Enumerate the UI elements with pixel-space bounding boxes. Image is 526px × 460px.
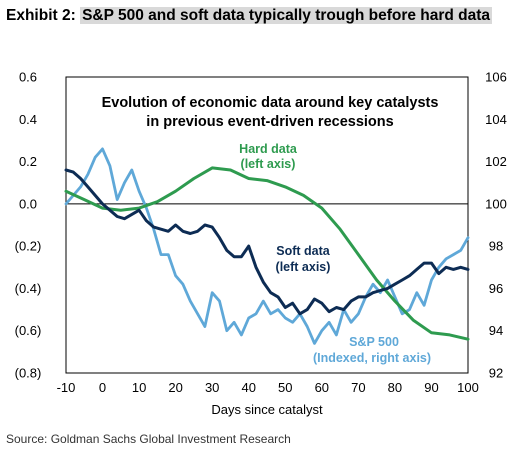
x-tick-label: -10 xyxy=(57,380,76,395)
left-tick-label: (0.2) xyxy=(15,239,42,254)
exhibit-label: Exhibit 2: xyxy=(6,7,76,24)
source-note: Source: Goldman Sachs Global Investment … xyxy=(6,432,291,446)
soft-data-series-line xyxy=(64,168,470,316)
x-tick-label: 50 xyxy=(278,380,292,395)
right-axis: 92 94 96 98 100 102 104 106 xyxy=(485,70,507,381)
left-tick-label: (0.8) xyxy=(15,366,42,381)
left-axis: (0.8) (0.6) (0.4) (0.2) 0.0 0.2 0.4 0.6 xyxy=(15,70,42,381)
line-chart: (0.8)(0.6)(0.4)(0.2)0.00.20.40.6 9294969… xyxy=(15,70,507,418)
x-tick-label: 40 xyxy=(241,380,255,395)
soft-data-annotation-line-1: Soft data xyxy=(276,244,331,258)
s-p-500-series-line xyxy=(64,147,470,345)
x-tick-label: 10 xyxy=(132,380,146,395)
right-tick-label: 102 xyxy=(485,154,507,169)
x-tick-label: 90 xyxy=(424,380,438,395)
right-tick-label: 100 xyxy=(485,196,507,211)
series-layer xyxy=(64,147,470,345)
x-tick-label: 60 xyxy=(315,380,329,395)
chart-title-line-2: in previous event-driven recessions xyxy=(146,114,393,130)
hard-data-series-line xyxy=(64,166,470,341)
left-tick-label: 0.6 xyxy=(19,70,37,85)
left-tick-label: 0.2 xyxy=(19,154,37,169)
x-axis-title: Days since catalyst xyxy=(211,402,323,417)
exhibit-header: Exhibit 2: S&P 500 and soft data typical… xyxy=(6,4,493,28)
right-tick-label: 92 xyxy=(489,366,503,381)
plot-area-border xyxy=(65,76,469,374)
x-tick-label: 80 xyxy=(388,380,402,395)
right-tick-label: 96 xyxy=(489,281,503,296)
x-axis: -10 0 10 20 30 40 50 60 70 80 90 100 xyxy=(57,380,479,395)
right-tick-label: 106 xyxy=(485,70,507,85)
x-tick-label: 20 xyxy=(168,380,182,395)
x-tick-label: 100 xyxy=(457,380,479,395)
hard-data-annotation-line-1: Hard data xyxy=(239,142,298,156)
x-tick-label: 30 xyxy=(205,380,219,395)
exhibit-title: S&P 500 and soft data typically trough b… xyxy=(80,7,493,24)
hard-data-annotation-line-2: (left axis) xyxy=(241,157,296,171)
x-tick-label: 0 xyxy=(99,380,106,395)
x-tick-label: 70 xyxy=(351,380,365,395)
right-tick-label: 94 xyxy=(489,323,503,338)
soft-data-annotation-line-2: (left axis) xyxy=(276,260,331,274)
left-tick-label: 0.4 xyxy=(19,112,37,127)
chart-title-line-1: Evolution of economic data around key ca… xyxy=(102,95,439,111)
left-tick-label: 0.0 xyxy=(19,196,37,211)
left-tick-label: (0.4) xyxy=(15,281,42,296)
sp500-annotation-line-1: S&P 500 xyxy=(349,335,399,349)
right-tick-label: 104 xyxy=(485,112,507,127)
sp500-annotation-line-2: (Indexed, right axis) xyxy=(313,351,431,365)
left-tick-label: (0.6) xyxy=(15,323,42,338)
right-tick-label: 98 xyxy=(489,239,503,254)
